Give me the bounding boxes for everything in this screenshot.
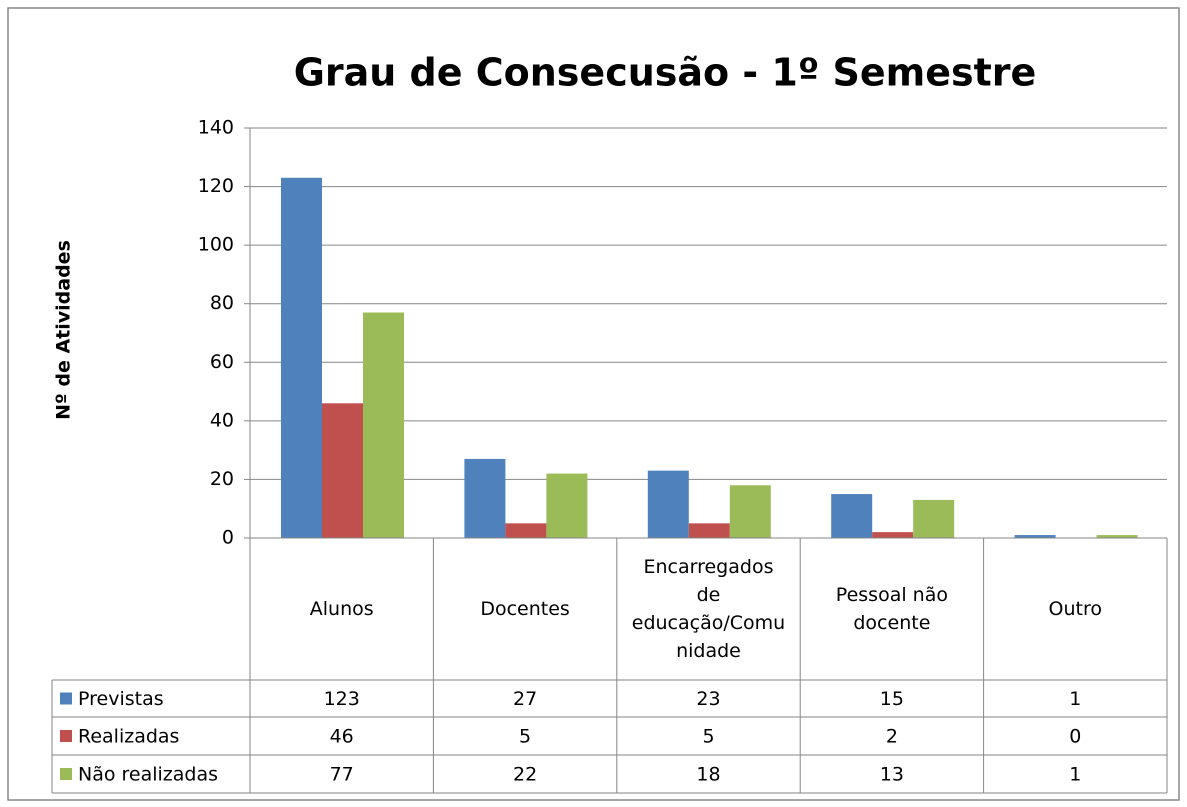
table-value: 0 (1069, 726, 1081, 748)
bar (1014, 535, 1056, 538)
y-tick-label: 120 (198, 175, 234, 197)
chart-border (7, 7, 1180, 801)
y-tick-label: 100 (198, 234, 234, 256)
category-label: Alunos (309, 598, 374, 620)
legend-swatch (60, 730, 72, 742)
table-value: 13 (880, 764, 904, 786)
y-axis-label: Nº de Atividades (53, 240, 75, 420)
table-value: 18 (696, 764, 720, 786)
table-value: 1 (1069, 764, 1081, 786)
table-value: 5 (519, 726, 531, 748)
y-tick-label: 80 (210, 292, 234, 314)
category-label: Outro (1048, 598, 1103, 620)
category-label: Docentes (480, 598, 570, 620)
bar (831, 494, 873, 538)
table-value: 23 (696, 688, 720, 710)
y-tick-label: 60 (210, 351, 234, 373)
bar (363, 312, 404, 538)
bar (322, 403, 363, 538)
table-value: 2 (886, 726, 898, 748)
table-value: 77 (330, 764, 354, 786)
table-value: 27 (513, 688, 537, 710)
table-value: 15 (880, 688, 904, 710)
table-value: 123 (324, 688, 360, 710)
table-value: 46 (330, 726, 354, 748)
y-tick-label: 20 (210, 468, 234, 490)
legend-label: Realizadas (78, 726, 179, 748)
legend-swatch (60, 768, 72, 780)
bar (505, 523, 547, 538)
bar (1096, 535, 1138, 538)
y-tick-label: 0 (222, 527, 234, 549)
table-value: 5 (702, 726, 714, 748)
bar (872, 532, 914, 538)
table-value: 22 (513, 764, 537, 786)
legend-swatch (60, 692, 72, 705)
table-value: 1 (1069, 688, 1081, 710)
bar (464, 458, 506, 538)
bar (913, 499, 955, 538)
y-tick-label: 140 (198, 117, 234, 139)
category-label: Encarregados de educação/Comunidade (631, 556, 786, 662)
bar (688, 523, 730, 538)
bar (647, 470, 689, 538)
chart-title: Grau de Consecusão - 1º Semestre (294, 51, 1037, 95)
category-label: Pessoal não docente (835, 584, 948, 634)
legend-label: Previstas (78, 688, 164, 710)
bar (546, 473, 588, 538)
bar (281, 177, 322, 539)
y-tick-label: 40 (210, 409, 234, 431)
bar (729, 485, 771, 538)
legend-label: Não realizadas (78, 764, 218, 786)
